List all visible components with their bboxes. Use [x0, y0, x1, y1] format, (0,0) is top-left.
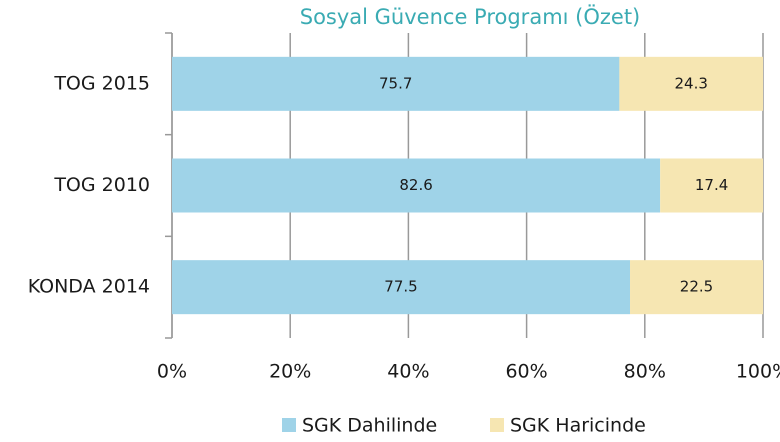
- legend-label: SGK Haricinde: [510, 415, 646, 437]
- bar-label: 82.6: [399, 176, 432, 194]
- legend-swatch: [490, 418, 504, 432]
- bar: [172, 56, 620, 111]
- x-tick-label: 20%: [269, 361, 311, 383]
- bar: [630, 260, 763, 315]
- x-tick-label: 60%: [505, 361, 547, 383]
- bar-label: 22.5: [680, 278, 713, 296]
- x-tick-label: 100%: [736, 361, 780, 383]
- chart-title: Sosyal Güvence Programı (Özet): [300, 4, 641, 29]
- bar-label: 77.5: [384, 278, 417, 296]
- x-tick-label: 40%: [387, 361, 429, 383]
- x-tick-label: 80%: [624, 361, 666, 383]
- bar-label: 75.7: [379, 74, 412, 92]
- x-tick-label: 0%: [157, 361, 187, 383]
- legend-swatch: [282, 418, 296, 432]
- y-tick-label: KONDA 2014: [28, 276, 150, 298]
- bar: [172, 260, 631, 315]
- bar: [660, 158, 763, 213]
- bar-label: 17.4: [695, 176, 728, 194]
- y-tick-label: TOG 2010: [53, 174, 150, 196]
- bar: [172, 158, 661, 213]
- legend-label: SGK Dahilinde: [302, 415, 437, 437]
- bar: [619, 56, 763, 111]
- bar-label: 24.3: [674, 74, 707, 92]
- y-tick-label: TOG 2015: [53, 72, 150, 94]
